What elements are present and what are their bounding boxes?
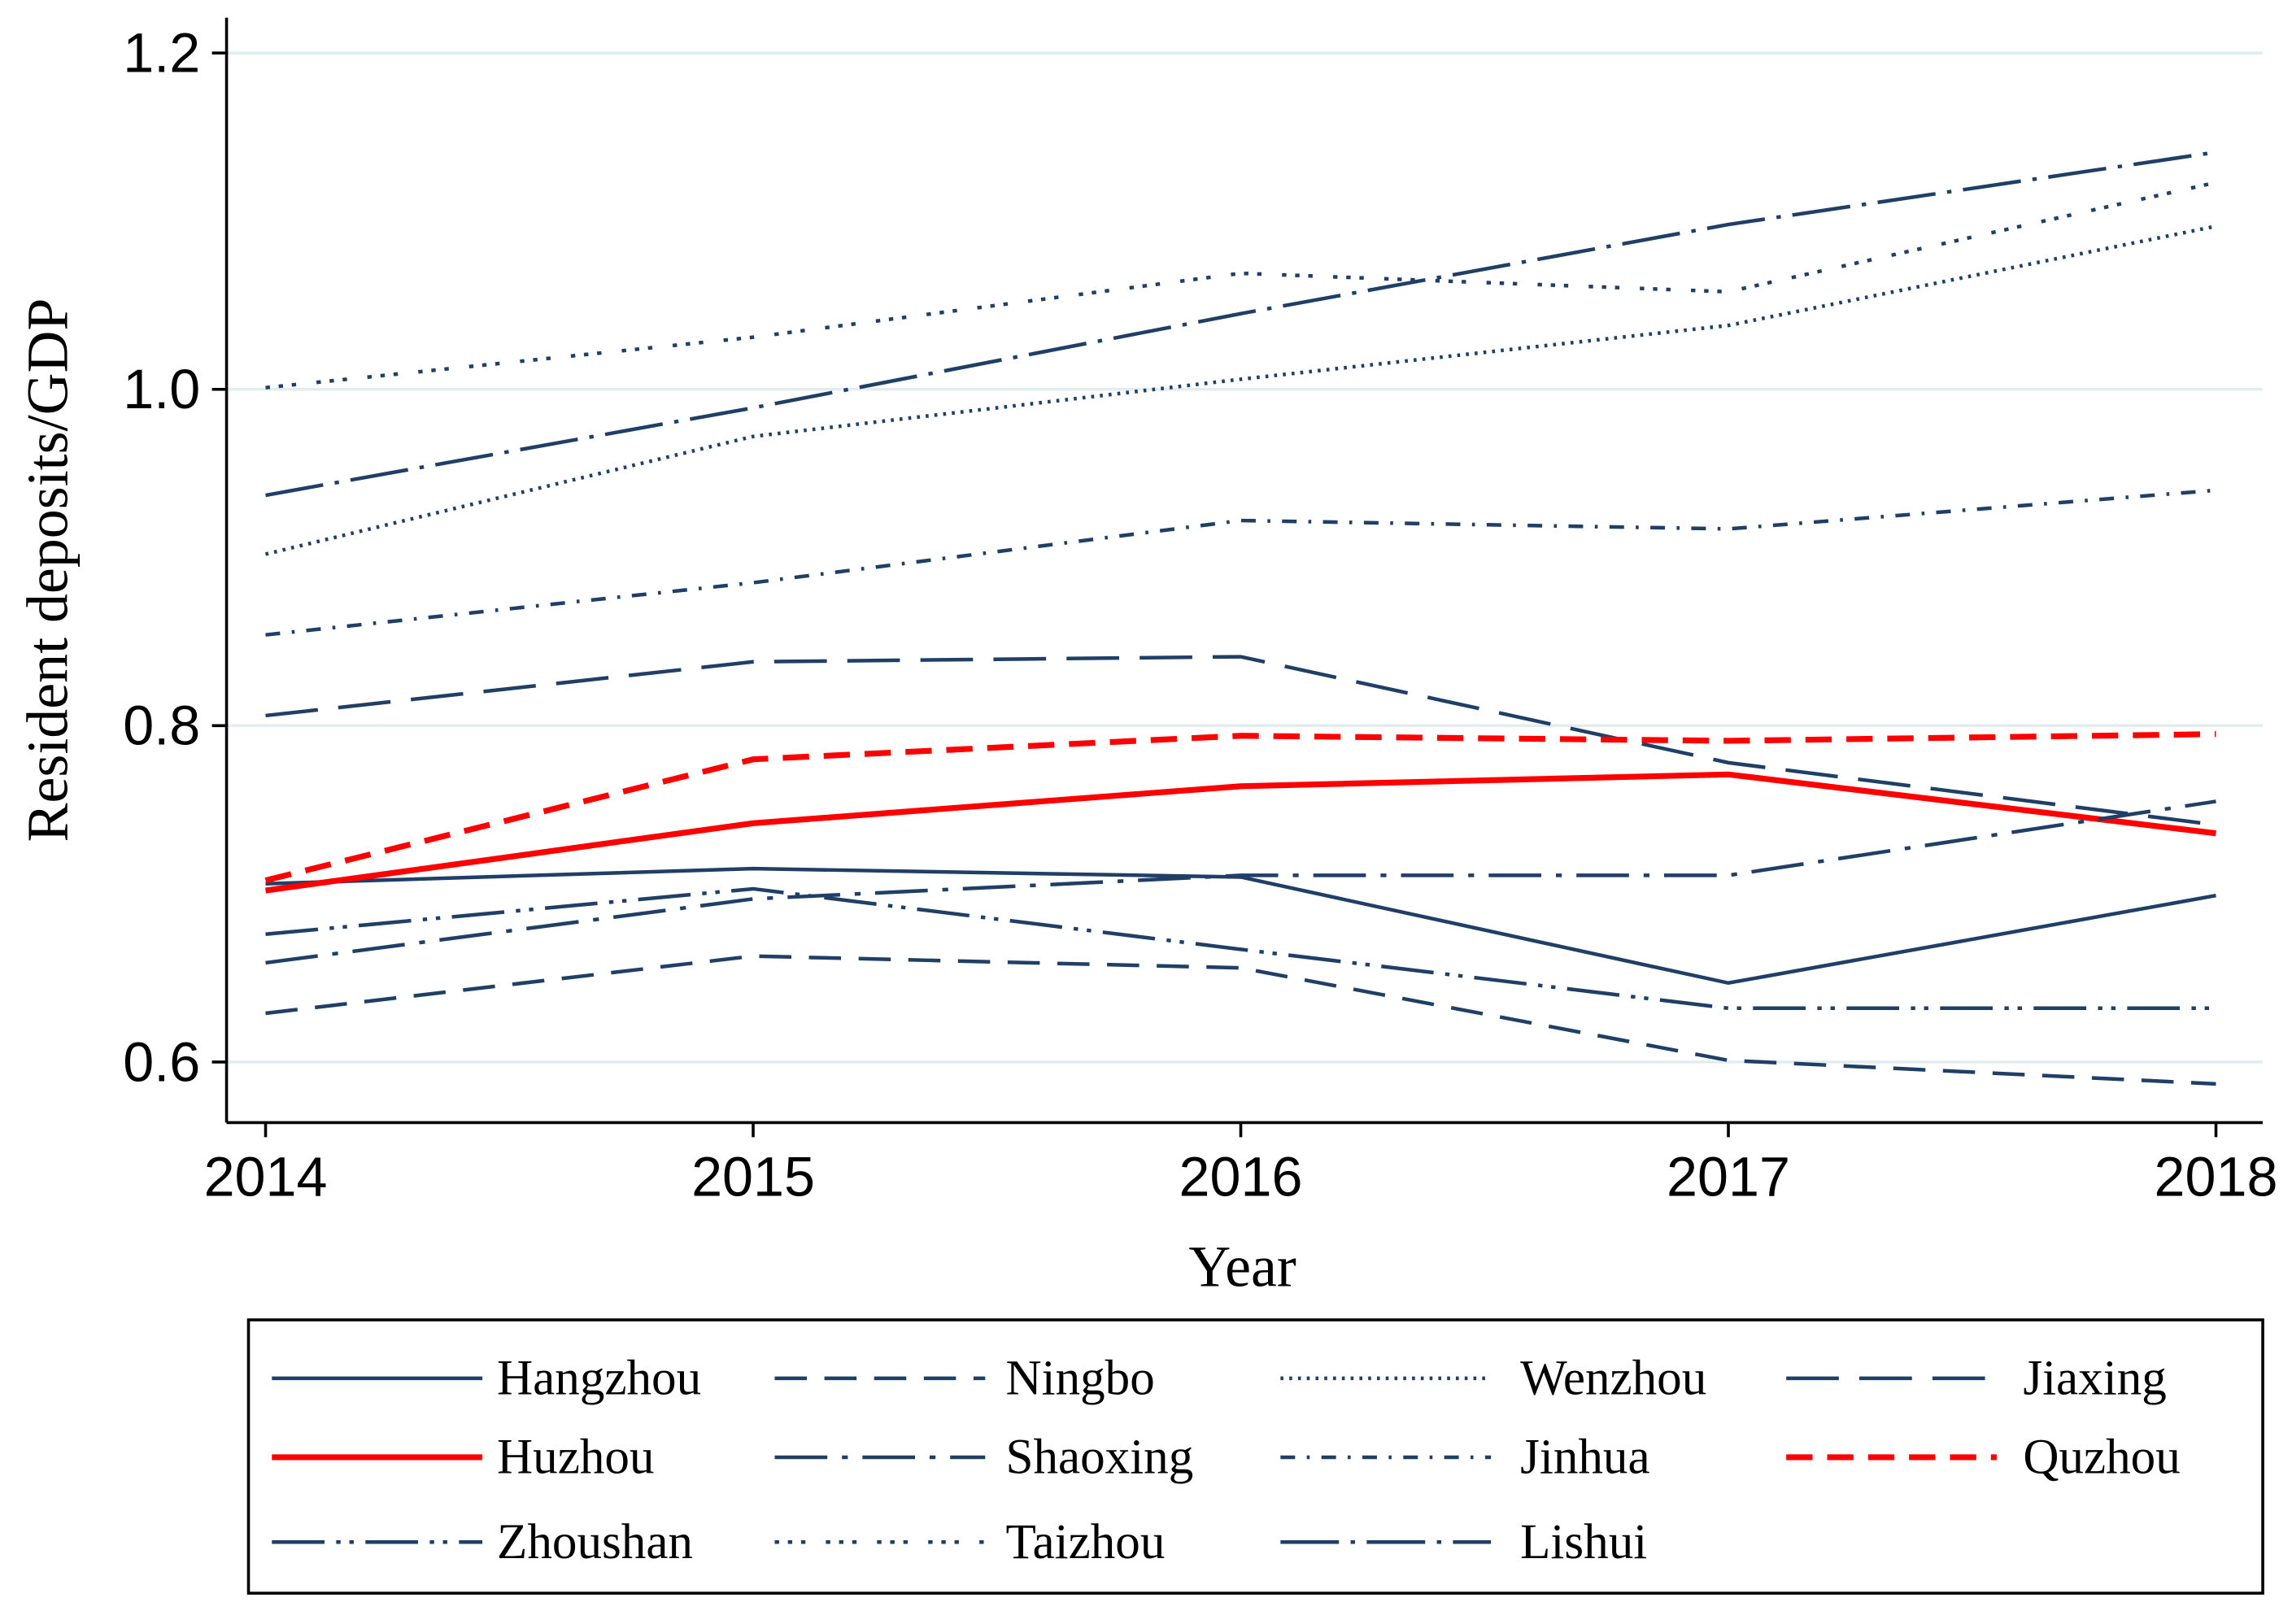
legend-label: Zhoushan	[497, 1515, 693, 1570]
series-line	[265, 771, 2216, 894]
series-line	[265, 886, 2216, 1011]
legend-label: Lishui	[1520, 1515, 1647, 1570]
x-tick-label: 2014	[204, 1146, 328, 1208]
legend-label: Quzhou	[2023, 1430, 2180, 1485]
x-tick-label: 2015	[691, 1146, 815, 1208]
legend-label: Taizhou	[1005, 1515, 1165, 1570]
x-tick-label: 2016	[1179, 1146, 1303, 1208]
series-line	[264, 224, 2216, 556]
legend-label: Hangzhou	[497, 1352, 701, 1406]
x-tick-label: 2018	[2155, 1146, 2278, 1208]
legend-label: Ningbo	[1005, 1352, 1154, 1406]
series-line	[265, 655, 2216, 827]
legend-label: Jiaxing	[2023, 1352, 2166, 1406]
legend-label: Shaoxing	[1005, 1430, 1193, 1485]
y-tick-label: 1.2	[123, 23, 200, 85]
legend-box	[246, 1318, 2264, 1595]
legend-label: Wenzhou	[1520, 1352, 1706, 1406]
series-line	[265, 150, 2216, 498]
y-axis-title: Resident deposits/GDP	[15, 298, 81, 842]
x-tick-label: 2017	[1667, 1146, 1790, 1208]
y-tick-label: 0.6	[123, 1031, 200, 1093]
y-tick-label: 0.8	[123, 695, 200, 757]
series-line	[265, 954, 2216, 1086]
legend-label: Jinhua	[1520, 1430, 1650, 1485]
series-line	[264, 731, 2216, 884]
legend-label: Huzhou	[497, 1430, 654, 1485]
y-tick-label: 1.0	[123, 359, 200, 420]
x-axis-title: Year	[1188, 1234, 1296, 1300]
series-line	[265, 799, 2216, 965]
